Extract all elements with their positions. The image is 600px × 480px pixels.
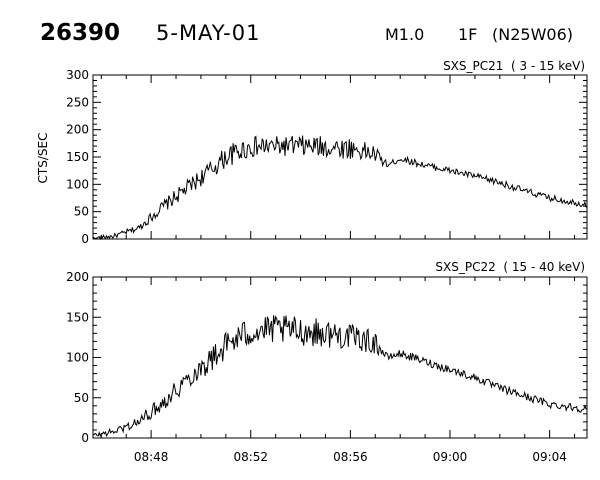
x-tick-label: 08:48 bbox=[134, 450, 169, 464]
series-line-pc21 bbox=[92, 135, 588, 241]
optical-class: 1F bbox=[458, 25, 477, 44]
y-tick-label: 200 bbox=[66, 270, 89, 284]
ticks-pc22: 0 50 100 150 200 08:48 08:52 08:56 09:00 09:04 bbox=[66, 270, 587, 464]
y-axis-label-pc21: CTS/SEC bbox=[36, 133, 50, 184]
event-number: 26390 bbox=[40, 20, 120, 46]
y-tick-label: 150 bbox=[66, 310, 89, 324]
x-tick-label: 08:52 bbox=[233, 450, 268, 464]
event-date: 5-MAY-01 bbox=[156, 21, 260, 45]
y-tick-label: 250 bbox=[66, 95, 89, 109]
plot-frame-pc22 bbox=[92, 276, 588, 439]
panel-pc21: SXS_PC21 ( 3 - 15 keV) CTS/SEC 0 50 100 150… bbox=[36, 59, 588, 246]
flare-location: (N25W06) bbox=[492, 25, 573, 44]
y-tick-label: 50 bbox=[74, 205, 89, 219]
series-line-pc22 bbox=[92, 315, 588, 438]
y-tick-label: 100 bbox=[66, 177, 89, 191]
y-tick-label: 50 bbox=[74, 391, 89, 405]
y-tick-label: 100 bbox=[66, 351, 89, 365]
ticks-pc21: 0 50 100 150 200 250 300 bbox=[66, 68, 587, 246]
y-tick-label: 150 bbox=[66, 150, 89, 164]
x-tick-label: 08:56 bbox=[333, 450, 368, 464]
y-tick-label: 300 bbox=[66, 68, 89, 82]
panel-pc22: SXS_PC22 ( 15 - 40 keV) 0 50 100 150 200 08:4… bbox=[66, 260, 588, 464]
panel-title-pc21: SXS_PC21 ( 3 - 15 keV) bbox=[443, 59, 585, 73]
panel-title-pc22: SXS_PC22 ( 15 - 40 keV) bbox=[435, 260, 585, 274]
x-tick-label: 09:00 bbox=[433, 450, 468, 464]
y-tick-label: 0 bbox=[81, 232, 89, 246]
goes-class: M1.0 bbox=[385, 25, 424, 44]
y-tick-label: 200 bbox=[66, 123, 89, 137]
y-tick-label: 0 bbox=[81, 431, 89, 445]
x-tick-label: 09:04 bbox=[532, 450, 567, 464]
